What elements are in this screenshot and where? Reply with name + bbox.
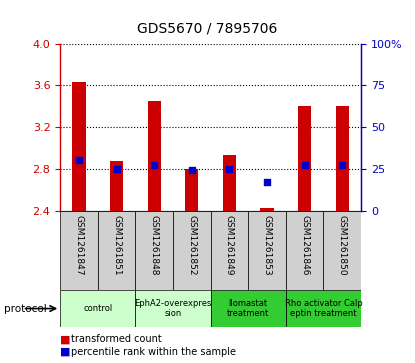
Text: transformed count: transformed count — [71, 334, 161, 344]
Text: ■: ■ — [60, 347, 71, 357]
Bar — [60, 211, 98, 290]
Point — [151, 163, 158, 168]
Text: GDS5670 / 7895706: GDS5670 / 7895706 — [137, 22, 278, 36]
Bar — [60, 290, 135, 327]
Point — [226, 166, 233, 172]
Text: GSM1261847: GSM1261847 — [74, 215, 83, 275]
Point — [188, 168, 195, 174]
Text: GSM1261846: GSM1261846 — [300, 215, 309, 275]
Bar — [185, 169, 198, 211]
Point — [76, 158, 82, 163]
Bar — [211, 211, 248, 290]
Text: protocol: protocol — [4, 303, 47, 314]
Bar — [211, 290, 286, 327]
Text: GSM1261852: GSM1261852 — [187, 215, 196, 275]
Text: GSM1261850: GSM1261850 — [338, 215, 347, 275]
Text: GSM1261853: GSM1261853 — [263, 215, 271, 275]
Bar — [148, 101, 161, 211]
Text: Rho activator Calp
eptin treatment: Rho activator Calp eptin treatment — [285, 299, 362, 318]
Bar — [110, 162, 123, 211]
Bar — [98, 211, 135, 290]
Text: EphA2-overexpres
sion: EphA2-overexpres sion — [134, 299, 212, 318]
Bar — [72, 82, 85, 211]
Point — [113, 166, 120, 172]
Bar — [261, 208, 273, 211]
Bar — [173, 211, 210, 290]
Text: ■: ■ — [60, 334, 71, 344]
Point — [301, 163, 308, 168]
Text: GSM1261851: GSM1261851 — [112, 215, 121, 275]
Bar — [286, 211, 323, 290]
Bar — [248, 211, 286, 290]
Bar — [298, 106, 311, 211]
Point — [264, 179, 270, 185]
Bar — [223, 155, 236, 211]
Text: control: control — [83, 304, 112, 313]
Text: llomastat
treatment: llomastat treatment — [227, 299, 269, 318]
Bar — [135, 211, 173, 290]
Bar — [286, 290, 361, 327]
Bar — [336, 106, 349, 211]
Text: percentile rank within the sample: percentile rank within the sample — [71, 347, 236, 357]
Bar — [135, 290, 210, 327]
Text: GSM1261849: GSM1261849 — [225, 215, 234, 275]
Point — [339, 163, 346, 168]
Text: GSM1261848: GSM1261848 — [150, 215, 159, 275]
Bar — [323, 211, 361, 290]
